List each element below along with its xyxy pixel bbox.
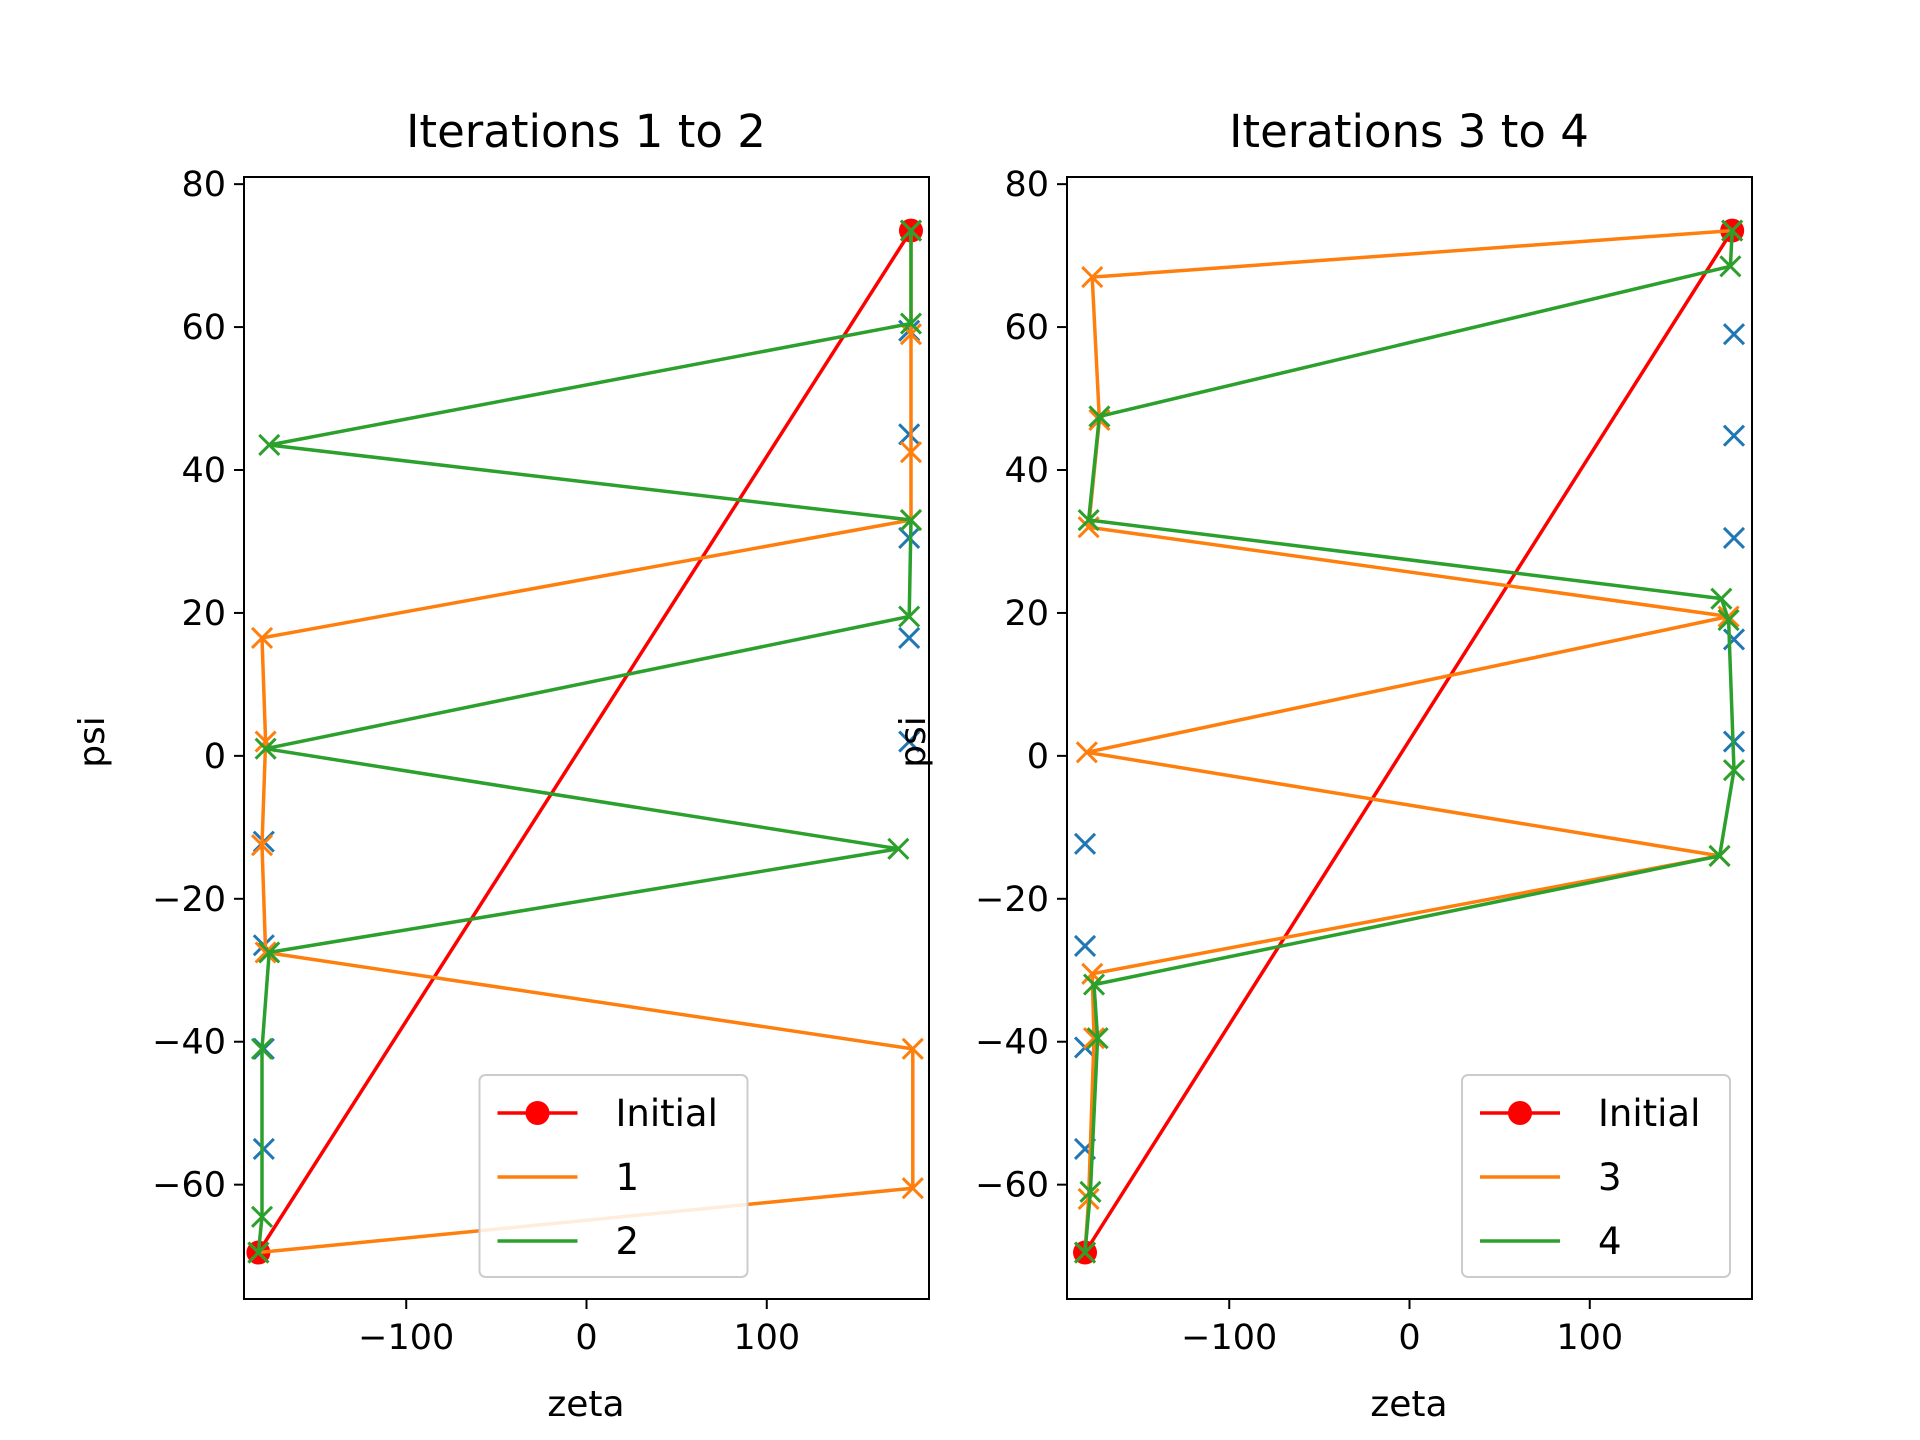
scatter-point	[898, 626, 921, 650]
y-tick-label: 20	[1004, 594, 1049, 634]
y-tick-label: −40	[152, 1023, 226, 1063]
chart-panel-left: Iterations 1 to 2 zeta psi −100 0 100 −60 −4…	[72, 105, 930, 1425]
legend-left: Initial 1 2	[478, 1074, 749, 1278]
axes-frame-right	[1066, 176, 1753, 1300]
series-point-1	[901, 1177, 924, 1200]
scatter-point	[252, 1137, 275, 1160]
legend-marker	[525, 1101, 550, 1125]
series-point-4	[1086, 1027, 1109, 1050]
y-tick-label: −20	[152, 880, 226, 920]
series-point-1	[899, 323, 923, 346]
series-point-2	[899, 312, 923, 335]
scatter-point	[898, 423, 921, 446]
y-tick-label: 60	[181, 308, 226, 348]
chart-panel-right: Iterations 3 to 4 zeta psi −100 0 100 −60 −4…	[893, 105, 1753, 1425]
y-axis-label-left: psi	[72, 716, 113, 768]
series-point-4	[1719, 255, 1742, 278]
series-line-initial	[256, 229, 913, 1254]
series-point-2	[258, 433, 281, 457]
series-point-4	[1073, 1241, 1097, 1264]
legend-marker	[1508, 1101, 1532, 1125]
x-axis-label-left: zeta	[547, 1384, 624, 1425]
legend-box	[1461, 1074, 1731, 1278]
series-point-2	[250, 1037, 274, 1060]
y-tick-label: 20	[181, 594, 226, 634]
y-tick-label: −40	[975, 1023, 1049, 1063]
series-point-2	[898, 605, 921, 628]
series-point-2	[899, 219, 923, 242]
legend-right: Initial 3 4	[1461, 1074, 1731, 1278]
series-point-4	[1077, 508, 1100, 532]
legend-box	[478, 1074, 749, 1278]
scatter-point	[1073, 934, 1097, 958]
chart-title-left: Iterations 1 to 2	[406, 105, 766, 158]
series-point-2	[250, 1205, 274, 1228]
series-point-1	[250, 834, 274, 857]
y-tick-label: 0	[1027, 737, 1049, 777]
x-tick-label: 100	[733, 1318, 800, 1358]
series-point-1	[899, 441, 923, 464]
y-tick-label: −20	[975, 880, 1049, 920]
series-point-4	[1708, 844, 1731, 867]
x-tick-label: −100	[358, 1318, 454, 1358]
y-tick-label: −60	[152, 1166, 226, 1206]
series-point-2	[247, 1241, 270, 1264]
legend-label: 3	[1598, 1156, 1622, 1199]
y-axis-label-right: psi	[893, 716, 934, 768]
scatter-point	[898, 730, 921, 753]
series-point-4	[1717, 609, 1740, 632]
ticks-left: −100 0 100 −60 −40 −20 0 20 40 60 80	[152, 165, 800, 1358]
series-point-1	[901, 1037, 924, 1060]
series-point-2	[258, 941, 281, 964]
x-tick-label: 0	[1398, 1318, 1420, 1358]
axes-frame-left	[243, 176, 930, 1300]
y-tick-label: 40	[181, 451, 226, 491]
scatter-point	[1722, 323, 1746, 346]
y-tick-label: 80	[181, 165, 226, 205]
series-point-1	[250, 626, 274, 650]
series-point-2	[887, 837, 910, 860]
scatter-point	[1073, 832, 1097, 855]
scatter-point	[1722, 526, 1746, 549]
legend-label: 4	[1598, 1220, 1622, 1263]
series-point-4	[1722, 759, 1746, 782]
legend-label: Initial	[616, 1092, 718, 1135]
series-point-4	[1088, 405, 1111, 428]
y-tick-label: 40	[1004, 451, 1049, 491]
series-point-3	[1081, 265, 1104, 289]
series-point-2	[899, 508, 923, 532]
y-tick-label: 80	[1004, 165, 1049, 205]
x-tick-label: 0	[575, 1318, 597, 1358]
x-tick-label: 100	[1556, 1318, 1623, 1358]
plot-area-left	[246, 218, 924, 1265]
legend-label: 1	[616, 1156, 640, 1199]
y-tick-label: 0	[204, 737, 226, 777]
legend-label: Initial	[1598, 1092, 1700, 1135]
y-tick-label: −60	[975, 1166, 1049, 1206]
series-point-3	[1082, 1027, 1106, 1050]
x-tick-label: −100	[1181, 1318, 1277, 1358]
series-point-4	[1710, 587, 1733, 610]
series-point-4	[1079, 1180, 1102, 1203]
chart-title-right: Iterations 3 to 4	[1229, 105, 1589, 158]
series-point-4	[1082, 973, 1106, 996]
legend-label: 2	[616, 1220, 640, 1263]
x-axis-label-right: zeta	[1370, 1384, 1447, 1425]
series-line-initial	[1083, 229, 1734, 1254]
series-point-4	[1721, 219, 1744, 242]
series-point-3	[1075, 741, 1098, 764]
series-point-1	[254, 941, 277, 964]
plot-area-right	[1073, 218, 1746, 1265]
y-tick-label: 60	[1004, 308, 1049, 348]
scatter-point	[1722, 424, 1746, 447]
ticks-right: −100 0 100 −60 −40 −20 0 20 40 60 80	[975, 165, 1623, 1358]
series-point-2	[254, 737, 277, 760]
series-line-4	[1083, 230, 1736, 1253]
